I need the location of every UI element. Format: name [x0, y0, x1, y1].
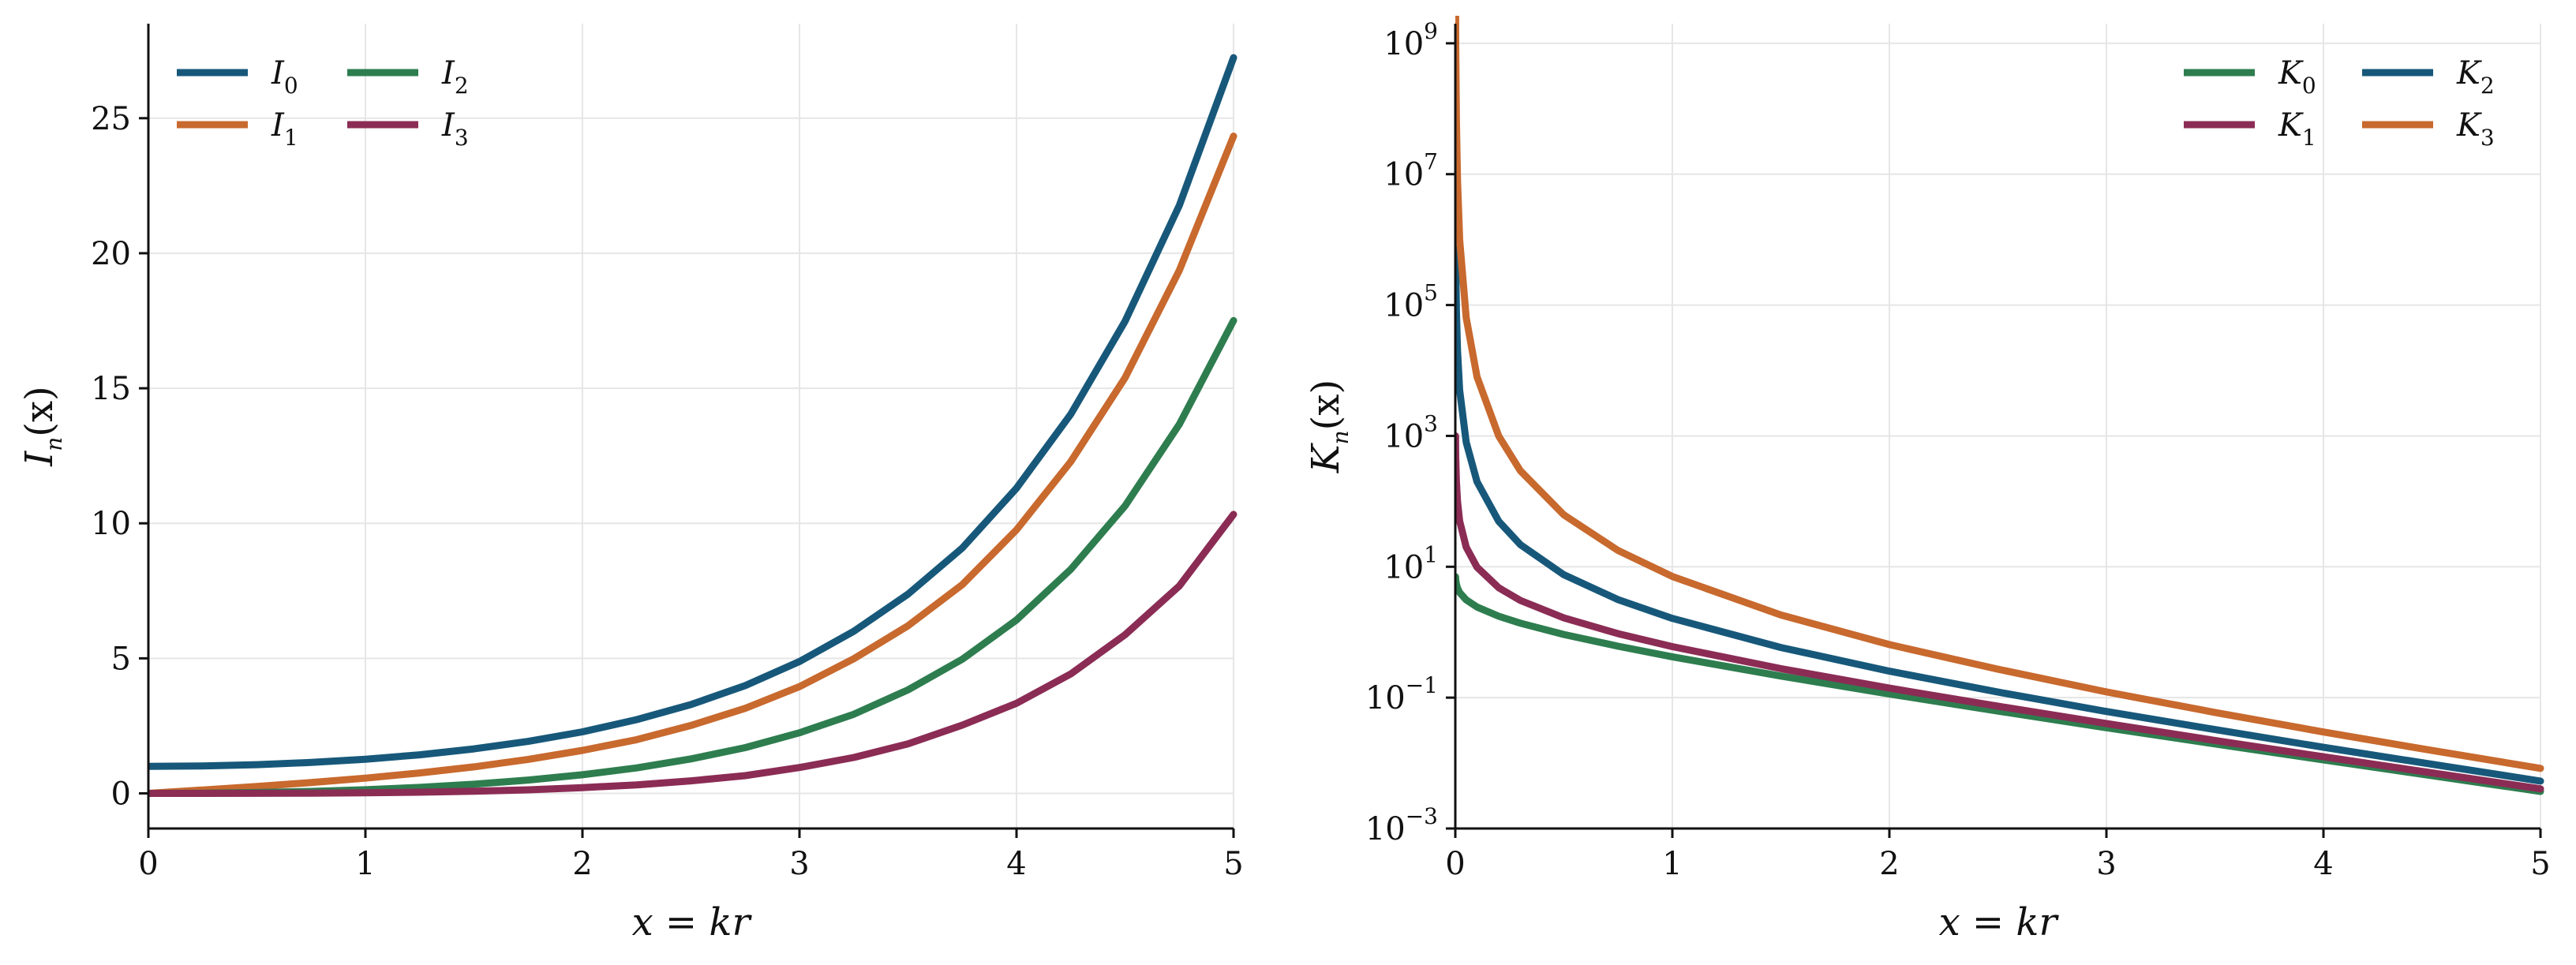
- series-group: [1455, 16, 2544, 795]
- x-tick-label: 0: [1445, 846, 1465, 882]
- y-axis-label: In(x): [17, 386, 67, 467]
- series-line-K2: [1455, 216, 2544, 785]
- x-tick-label: 5: [2530, 846, 2550, 882]
- y-tick-label: 10−3: [1365, 803, 1438, 847]
- legend-label-K0: K0: [2278, 55, 2316, 99]
- y-axis-label: Kn(x): [1304, 380, 1354, 473]
- legend-label-I1: I1: [271, 107, 298, 151]
- x-tick-label: 3: [789, 846, 809, 882]
- y-tick-label: 109: [1383, 18, 1438, 62]
- series-line-I0: [148, 54, 1237, 770]
- legend-label-I3: I3: [441, 107, 469, 151]
- x-tick-label: 2: [572, 846, 592, 882]
- series-line-K3: [1455, 16, 2544, 772]
- x-tick-label: 5: [1223, 846, 1243, 882]
- y-tick-label: 0: [111, 776, 131, 813]
- legend-label-K3: K3: [2456, 107, 2495, 151]
- y-tick-label: 5: [111, 641, 131, 677]
- legend-label-K2: K2: [2456, 55, 2495, 99]
- x-axis-label: x = kr: [632, 900, 753, 944]
- y-tick-label: 101: [1383, 541, 1438, 585]
- bessel-i-chart: 0 1 2 3 4 5 0 5 10 15 20 25 x = kr In(x) I0 I1 I2 I3: [17, 24, 1244, 944]
- y-tick-label: 10: [91, 506, 131, 542]
- legend-label-K1: K1: [2278, 107, 2316, 151]
- x-axis-label: x = kr: [1939, 900, 2060, 944]
- series-line-I3: [148, 511, 1237, 797]
- legend: I0 I1 I2 I3: [177, 55, 469, 151]
- series-line-I1: [148, 133, 1237, 797]
- y-tick-label: 107: [1383, 149, 1438, 193]
- x-tick-label: 1: [1662, 846, 1682, 882]
- legend-label-I0: I0: [271, 55, 298, 99]
- legend-label-I2: I2: [441, 55, 469, 99]
- x-tick-label: 2: [1879, 846, 1899, 882]
- y-tick-label: 103: [1383, 410, 1438, 454]
- legend: K0 K1 K2 K3: [2184, 55, 2495, 151]
- x-tick-label: 4: [2313, 846, 2333, 882]
- x-tick-label: 0: [138, 846, 158, 882]
- y-tick-label: 105: [1383, 280, 1438, 324]
- series-line-K1: [1455, 432, 2544, 793]
- y-tick-label: 25: [91, 101, 131, 137]
- x-tick-label: 4: [1006, 846, 1026, 882]
- y-tick-label: 15: [91, 371, 131, 407]
- y-tick-label: 20: [91, 236, 131, 272]
- x-tick-label: 1: [355, 846, 375, 882]
- series-group: [148, 54, 1237, 797]
- bessel-k-chart: 0 1 2 3 4 5 10−3 10−1 101 103 105 107 109 x = kr Kn(x)…: [1304, 16, 2551, 944]
- x-tick-label: 3: [2096, 846, 2116, 882]
- y-tick-label: 10−1: [1365, 672, 1438, 716]
